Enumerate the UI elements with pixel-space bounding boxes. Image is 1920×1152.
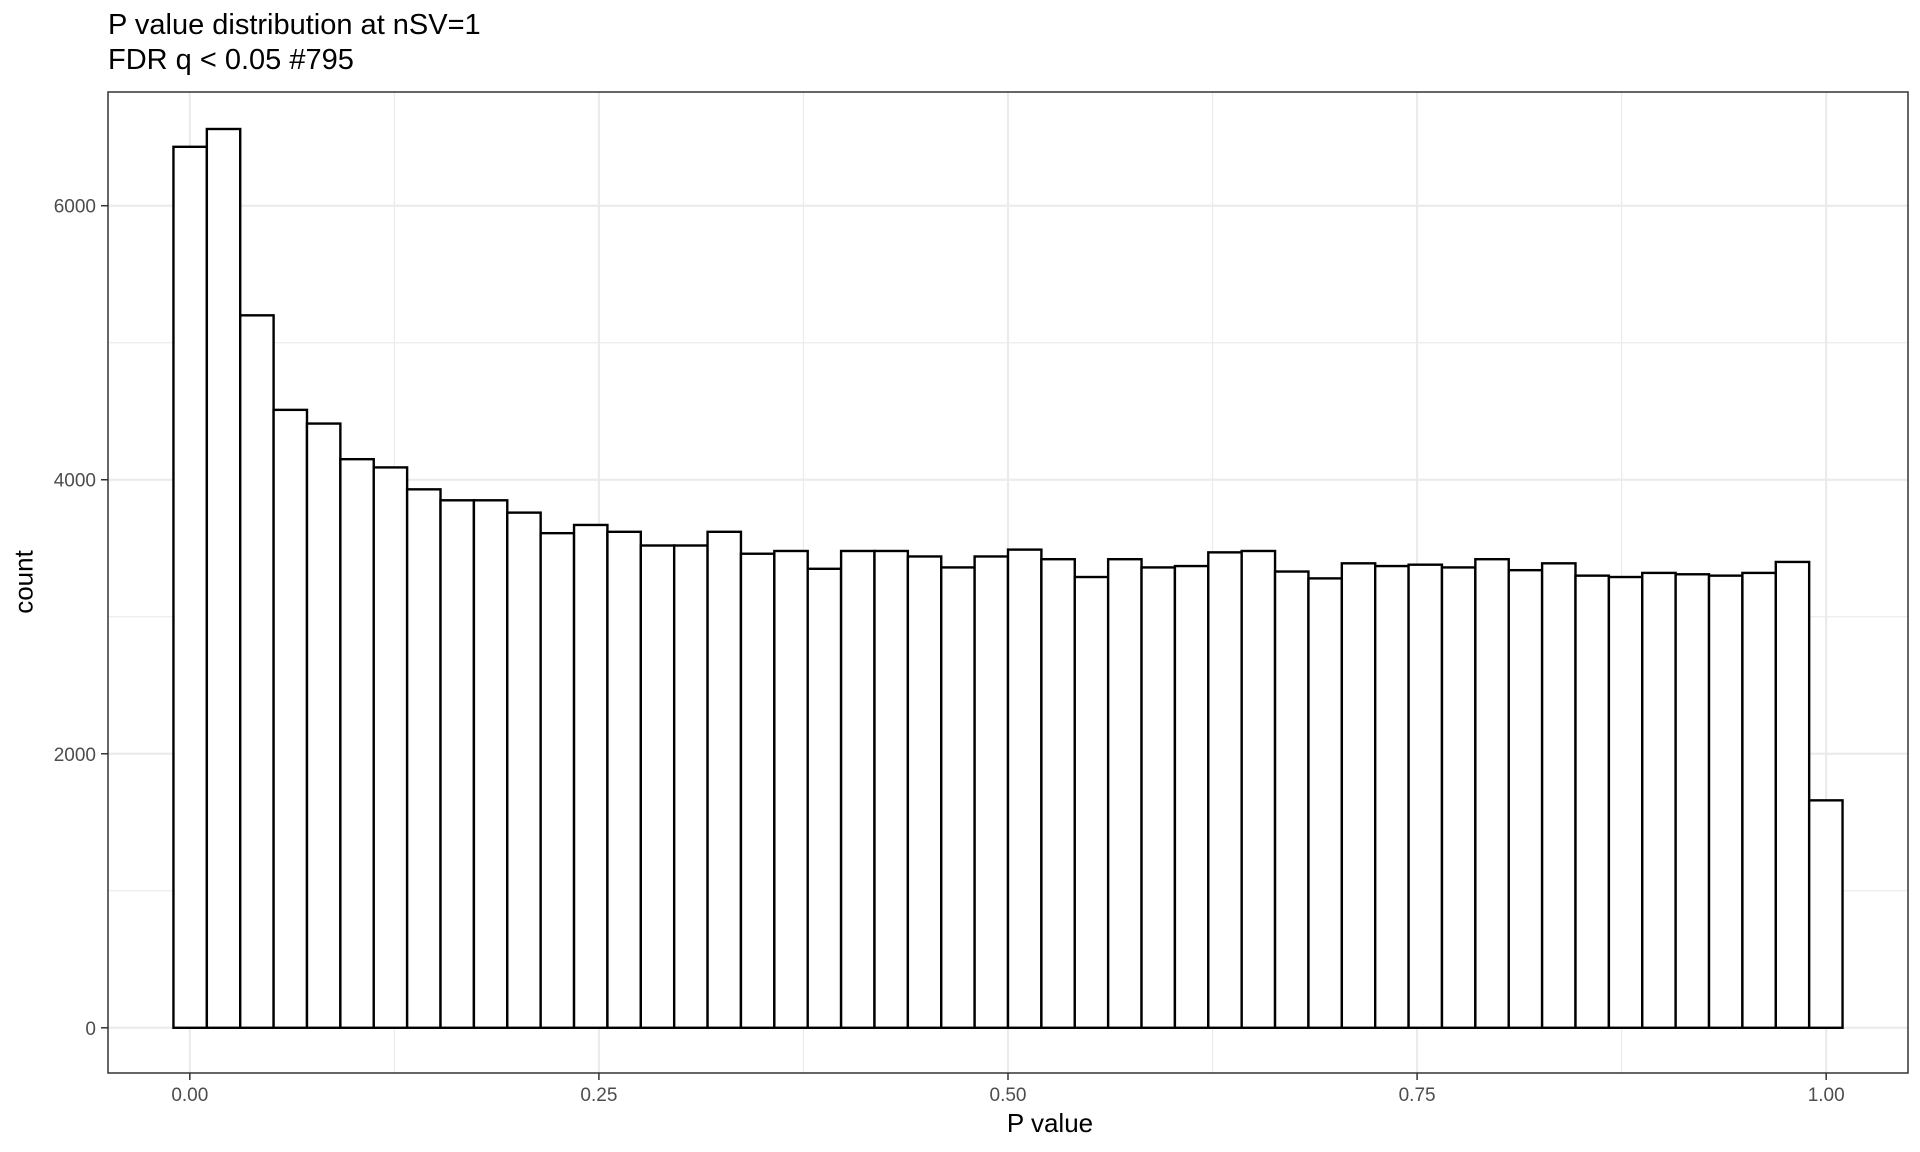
histogram-bar xyxy=(940,566,976,1029)
histogram-bar xyxy=(1641,571,1677,1029)
x-axis-label-container: P value xyxy=(0,1108,1920,1139)
histogram-bar xyxy=(1407,563,1444,1029)
histogram-bar xyxy=(439,499,476,1029)
x-tick-label: 0.00 xyxy=(171,1085,208,1106)
histogram-bar xyxy=(1173,564,1210,1029)
histogram-bar xyxy=(739,552,776,1029)
y-tick-label: 4000 xyxy=(54,471,96,492)
histogram-bar xyxy=(773,549,809,1029)
x-tick-label: 0.50 xyxy=(990,1085,1027,1106)
histogram-bar xyxy=(1674,573,1711,1029)
histogram-bar xyxy=(405,488,442,1029)
histogram-bar xyxy=(205,127,242,1029)
y-tick-label: 0 xyxy=(85,1019,96,1040)
histogram-bar xyxy=(1440,566,1477,1029)
histogram-bar xyxy=(1741,571,1777,1029)
histogram-bar xyxy=(706,530,743,1029)
histogram-bar xyxy=(1774,560,1811,1029)
x-tick-label: 0.75 xyxy=(1399,1085,1436,1106)
histogram-bar xyxy=(606,530,642,1029)
histogram-bar xyxy=(506,511,542,1029)
x-tick-label: 1.00 xyxy=(1808,1085,1845,1106)
histogram-bar xyxy=(539,531,576,1029)
histogram-bar xyxy=(1140,566,1177,1029)
histogram-bar xyxy=(839,549,876,1029)
histogram-bar xyxy=(1207,551,1243,1029)
chart-subtitle: FDR q < 0.05 #795 xyxy=(108,44,354,76)
x-tick-label: 0.25 xyxy=(580,1085,617,1106)
histogram-bar xyxy=(272,408,309,1029)
histogram-bar xyxy=(239,314,275,1029)
histogram-bar xyxy=(973,555,1010,1029)
histogram-bar xyxy=(906,555,943,1029)
histogram-bars xyxy=(172,127,1844,1029)
histogram-bar xyxy=(1340,562,1377,1029)
y-tick-label: 2000 xyxy=(54,745,96,766)
histogram-bar xyxy=(1707,574,1744,1029)
histogram-bar xyxy=(1807,799,1844,1029)
histogram-bar xyxy=(1307,577,1344,1029)
histogram-bar xyxy=(873,549,910,1029)
histogram-bar xyxy=(1574,574,1611,1029)
histogram-bar xyxy=(1006,548,1043,1029)
histogram-bar xyxy=(1607,575,1644,1029)
histogram-bar xyxy=(372,466,409,1029)
histogram-bar xyxy=(639,544,676,1029)
y-axis-label: count xyxy=(8,550,39,614)
histogram-bar xyxy=(1106,558,1143,1029)
histogram-bar xyxy=(1040,558,1076,1029)
chart-title: P value distribution at nSV=1 xyxy=(108,9,481,41)
x-axis-ticks: 0.00 0.25 0.50 0.75 1.00 xyxy=(171,1073,1845,1106)
histogram-bar xyxy=(672,544,709,1029)
histogram-bar xyxy=(1540,562,1577,1029)
histogram-bar xyxy=(172,145,209,1029)
histogram-bar xyxy=(806,567,843,1029)
histogram-bar xyxy=(339,457,375,1029)
y-axis-ticks: 0 2000 4000 6000 xyxy=(54,197,108,1040)
histogram-bar xyxy=(572,523,609,1029)
histogram-bar xyxy=(1273,570,1310,1029)
histogram-bar xyxy=(1073,575,1110,1029)
histogram-bar xyxy=(1474,558,1510,1029)
histogram-bar xyxy=(472,499,509,1029)
histogram-bar xyxy=(1240,549,1277,1029)
histogram-bar xyxy=(305,422,342,1029)
y-tick-label: 6000 xyxy=(54,197,96,218)
x-axis-label: P value xyxy=(1006,1108,1094,1138)
histogram-bar xyxy=(1373,564,1410,1029)
histogram-bar xyxy=(1507,568,1544,1029)
